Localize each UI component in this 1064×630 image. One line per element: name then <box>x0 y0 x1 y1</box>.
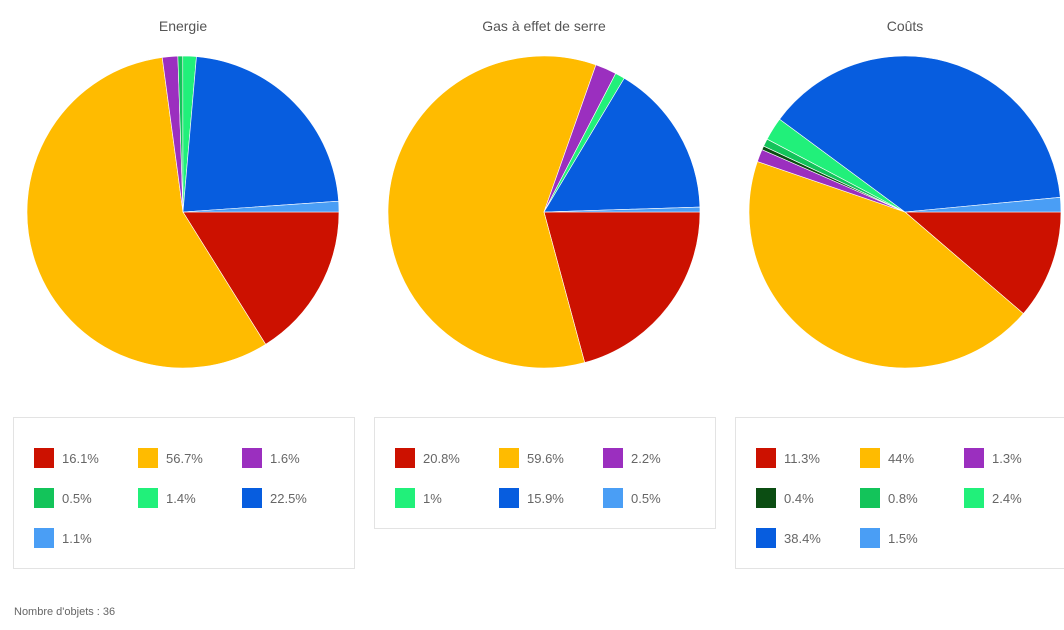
pie-slice[interactable] <box>387 55 597 369</box>
legend-label: 59.6% <box>527 450 564 466</box>
legend-label: 1.5% <box>888 530 918 546</box>
legend-item[interactable]: 1.5% <box>860 528 964 548</box>
legend-row: 11.3% 44% 1.3% <box>756 438 1064 478</box>
legend-swatch <box>34 528 54 548</box>
legend-swatch <box>964 488 984 508</box>
legend-label: 16.1% <box>62 450 99 466</box>
legend-item[interactable]: 0.4% <box>756 488 860 508</box>
legend-swatch <box>860 528 880 548</box>
legend-row: 38.4% 1.5% <box>756 518 1064 558</box>
legend-swatch <box>395 448 415 468</box>
pie-slice[interactable] <box>543 211 701 363</box>
legend-label: 56.7% <box>166 450 203 466</box>
legend-item[interactable]: 16.1% <box>34 448 138 468</box>
legend-item[interactable]: 1.6% <box>242 448 346 468</box>
legend-item[interactable]: 2.2% <box>603 448 707 468</box>
legend-label: 1.4% <box>166 490 196 506</box>
legend-swatch <box>860 488 880 508</box>
legend-item[interactable]: 0.5% <box>34 488 138 508</box>
legend-label: 0.5% <box>62 490 92 506</box>
legend-item[interactable]: 1% <box>395 488 499 508</box>
pie-chart-energie <box>26 55 340 369</box>
legend-label: 1.1% <box>62 530 92 546</box>
legend-label: 0.4% <box>784 490 814 506</box>
pie-chart-gas <box>387 55 701 369</box>
legend-swatch <box>756 448 776 468</box>
legend-swatch <box>756 528 776 548</box>
chart-panel-gas: Gas à effet de serre 20.8% 59.6% 2.2% 1% 15.… <box>366 0 722 610</box>
legend-row: 20.8% 59.6% 2.2% <box>395 438 715 478</box>
legend-label: 0.5% <box>631 490 661 506</box>
legend-swatch <box>603 488 623 508</box>
legend-row: 1.1% <box>34 518 354 558</box>
chart-title: Gas à effet de serre <box>482 18 606 34</box>
legend-item[interactable]: 11.3% <box>756 448 860 468</box>
legend-item[interactable]: 38.4% <box>756 528 860 548</box>
legend-item[interactable]: 0.5% <box>603 488 707 508</box>
legend-swatch <box>860 448 880 468</box>
legend-item[interactable]: 56.7% <box>138 448 242 468</box>
legend-item[interactable]: 44% <box>860 448 964 468</box>
legend-row: 16.1% 56.7% 1.6% <box>34 438 354 478</box>
pie-slice[interactable] <box>543 206 701 213</box>
pie-slice[interactable] <box>904 197 1062 213</box>
legend-label: 11.3% <box>784 450 820 466</box>
pie-slice[interactable] <box>182 56 339 213</box>
legend-gas: 20.8% 59.6% 2.2% 1% 15.9% 0.5% <box>374 417 716 529</box>
object-count: Nombre d'objets : 36 <box>14 606 116 618</box>
legend-item[interactable]: 15.9% <box>499 488 603 508</box>
pie-slice[interactable] <box>904 211 1062 315</box>
legend-swatch <box>756 488 776 508</box>
legend-swatch <box>138 488 158 508</box>
pie-slice[interactable] <box>182 200 340 213</box>
legend-swatch <box>499 488 519 508</box>
legend-item[interactable]: 0.8% <box>860 488 964 508</box>
legend-item[interactable]: 20.8% <box>395 448 499 468</box>
legend-label: 1.3% <box>992 450 1022 466</box>
legend-row: 0.5% 1.4% 22.5% <box>34 478 354 518</box>
legend-label: 38.4% <box>784 530 821 546</box>
legend-swatch <box>499 448 519 468</box>
legend-item[interactable]: 2.4% <box>964 488 1064 508</box>
legend-couts: 11.3% 44% 1.3% 0.4% 0.8% 2.4% 38.4% 1.5% <box>735 417 1064 569</box>
pie-slice[interactable] <box>26 57 267 369</box>
pie-chart-couts <box>748 55 1062 369</box>
legend-swatch <box>34 448 54 468</box>
legend-swatch <box>395 488 415 508</box>
legend-label: 2.2% <box>631 450 661 466</box>
legend-label: 1% <box>423 490 442 506</box>
legend-label: 2.4% <box>992 490 1022 506</box>
legend-item[interactable]: 1.3% <box>964 448 1064 468</box>
legend-item[interactable]: 59.6% <box>499 448 603 468</box>
legend-label: 15.9% <box>527 490 564 506</box>
legend-row: 1% 15.9% 0.5% <box>395 478 715 518</box>
legend-swatch <box>138 448 158 468</box>
legend-item[interactable]: 1.1% <box>34 528 138 548</box>
chart-title: Energie <box>158 18 208 34</box>
legend-label: 1.6% <box>270 450 300 466</box>
legend-label: 44% <box>888 450 915 466</box>
legend-label: 22.5% <box>270 490 307 506</box>
chart-title: Coûts <box>886 18 924 34</box>
pie-slice[interactable] <box>779 55 1061 213</box>
legend-label: 0.8% <box>888 490 918 506</box>
legend-swatch <box>34 488 54 508</box>
pie-slice[interactable] <box>543 77 701 213</box>
chart-panel-couts: Coûts 11.3% 44% 1.3% 0.4% 0.8% 2.4% 38.4% 1.5% <box>727 0 1064 610</box>
chart-panel-energie: Energie 16.1% 56.7% 1.6% 0.5% 1.4% 22.5% 1.1% <box>5 0 361 610</box>
pie-slice[interactable] <box>182 211 340 345</box>
pie-slice[interactable] <box>748 161 1024 369</box>
legend-swatch <box>242 488 262 508</box>
legend-row: 0.4% 0.8% 2.4% <box>756 478 1064 518</box>
legend-swatch <box>603 448 623 468</box>
legend-item[interactable]: 22.5% <box>242 488 346 508</box>
legend-energie: 16.1% 56.7% 1.6% 0.5% 1.4% 22.5% 1.1% <box>13 417 355 569</box>
legend-item[interactable]: 1.4% <box>138 488 242 508</box>
legend-swatch <box>242 448 262 468</box>
legend-label: 20.8% <box>423 450 460 466</box>
legend-swatch <box>964 448 984 468</box>
